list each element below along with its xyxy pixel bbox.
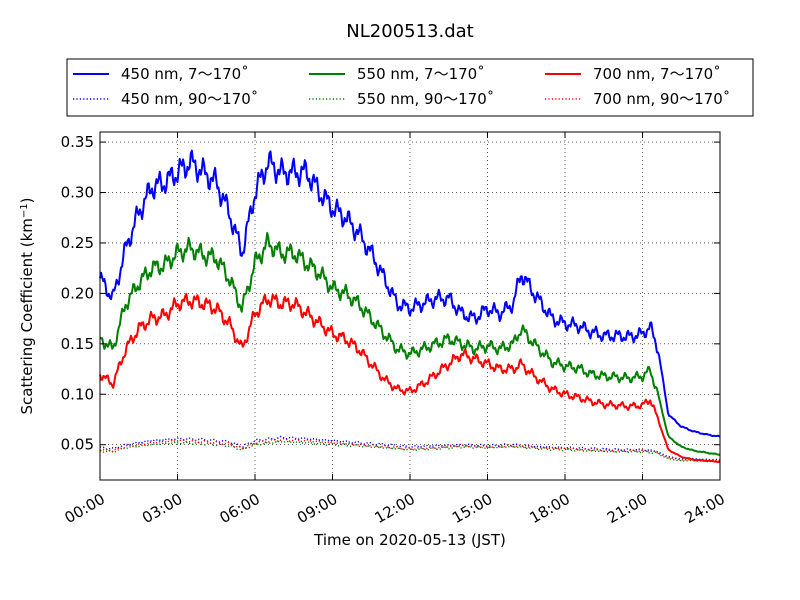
y-tick-label: 0.30 (61, 184, 94, 202)
chart-title: NL200513.dat (346, 21, 473, 42)
x-tick-label: 18:00 (527, 490, 573, 527)
x-tick-label: 12:00 (372, 490, 418, 527)
x-axis-label: Time on 2020-05-13 (JST) (313, 531, 506, 549)
y-axis: 0.05 0.10 0.15 0.20 0.25 0.30 0.35 (61, 133, 720, 454)
series-line-3 (99, 440, 721, 463)
legend: 450 nm, 7～170˚ 450 nm, 90～170˚ 550 nm, 7～1… (66, 58, 754, 117)
legend-label-0: 450 nm, 7～170˚ (121, 65, 249, 83)
x-tick-label: 06:00 (217, 490, 263, 527)
legend-label-4: 700 nm, 7～170˚ (593, 65, 721, 83)
series-line-4 (99, 292, 721, 463)
y-tick-label: 0.25 (61, 234, 94, 252)
y-axis-label-close: ) (18, 197, 36, 203)
legend-label-2: 550 nm, 7～170˚ (357, 65, 485, 83)
y-tick-label: 0.20 (61, 284, 94, 302)
y-axis-label: Scattering Coefficient (km−1) (18, 197, 36, 414)
y-axis-label-main: Scattering Coefficient (km (18, 218, 36, 414)
legend-label-1: 450 nm, 90～170˚ (121, 90, 258, 108)
y-tick-label: 0.35 (61, 133, 94, 151)
series-layer (99, 149, 721, 463)
y-axis-label-sup: −1 (19, 203, 30, 218)
x-tick-label: 24:00 (682, 490, 728, 527)
x-tick-label: 00:00 (62, 490, 108, 527)
legend-label-3: 550 nm, 90～170˚ (357, 90, 494, 108)
x-tick-label: 09:00 (294, 490, 340, 527)
y-tick-label: 0.10 (61, 385, 94, 403)
grid (100, 132, 720, 480)
x-tick-label: 15:00 (449, 490, 495, 527)
y-tick-label: 0.15 (61, 335, 94, 353)
x-tick-label: 21:00 (604, 490, 650, 527)
legend-frame (66, 58, 754, 117)
legend-label-5: 700 nm, 90～170˚ (593, 90, 730, 108)
x-tick-label: 03:00 (139, 490, 185, 527)
y-tick-label: 0.05 (61, 436, 94, 454)
series-line-0 (99, 149, 721, 438)
series-line-2 (99, 231, 721, 456)
